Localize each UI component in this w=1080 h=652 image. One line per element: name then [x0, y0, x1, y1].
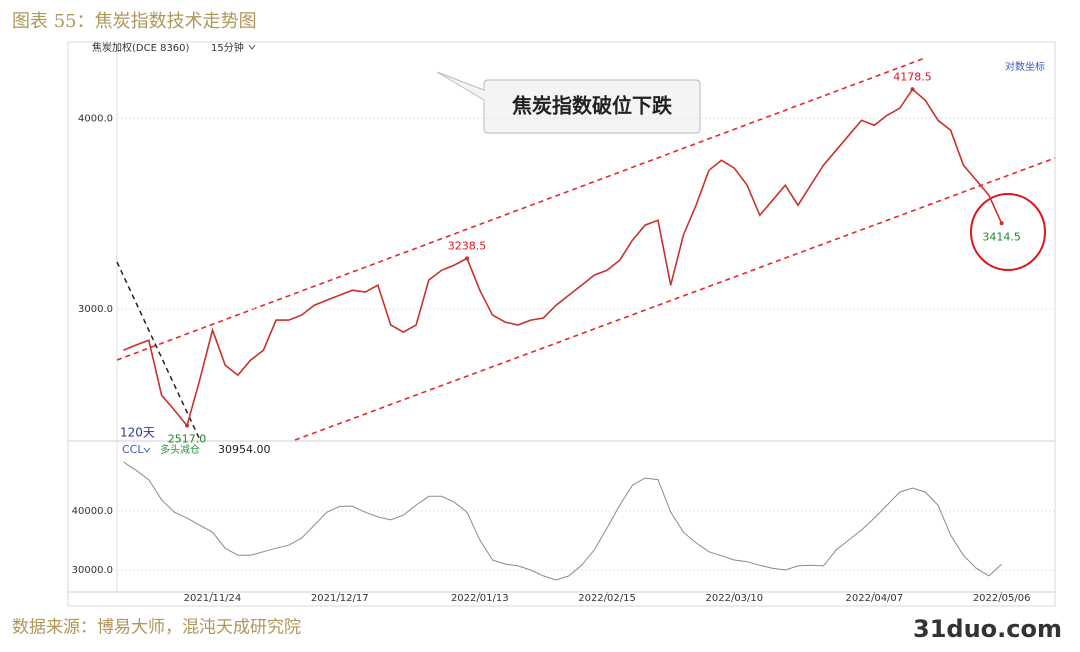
value-label: 4178.5 [893, 70, 932, 83]
value-label: 3238.5 [448, 239, 487, 252]
indicator-value: 30954.00 [218, 443, 271, 456]
annotation-text: 焦炭指数破位下跌 [512, 94, 673, 118]
y-tick-label: 4000.0 [78, 113, 113, 124]
labeled-point [910, 87, 915, 92]
indicator-chevron [143, 447, 151, 453]
labeled-point [185, 423, 190, 428]
labeled-point [465, 256, 470, 261]
chart-frame [67, 41, 1056, 607]
trend-line [116, 261, 201, 441]
indicator-line [123, 461, 1002, 581]
x-tick-label: 2022/03/10 [706, 593, 764, 604]
highlight-circle [970, 193, 1046, 271]
y-tick-label: 40000.0 [72, 506, 113, 517]
y-tick-label: 30000.0 [72, 565, 113, 576]
x-tick-label: 2021/11/24 [184, 593, 242, 604]
source-note: 数据来源：博易大师，混沌天成研究院 [12, 618, 301, 638]
x-tick-label: 2022/02/15 [578, 593, 636, 604]
watermark: 31duo.com [913, 615, 1062, 643]
period-chevron [248, 44, 256, 50]
y-tick-label: 3000.0 [78, 304, 113, 315]
price-line [123, 88, 1003, 428]
value-label: 3414.5 [982, 230, 1021, 243]
channel-lower [294, 157, 1056, 441]
x-tick-label: 2022/01/13 [451, 593, 509, 604]
window-label: 120天 [120, 426, 155, 440]
period-label[interactable]: 15分钟 [211, 41, 244, 54]
annotation-callout [436, 71, 701, 134]
labeled-point [999, 221, 1004, 226]
scale-label[interactable]: 对数坐标 [1005, 60, 1045, 73]
x-tick-label: 2022/05/06 [973, 593, 1031, 604]
x-tick-label: 2021/12/17 [311, 593, 369, 604]
page-title: 图表 55：焦炭指数技术走势图 [12, 11, 257, 32]
legend-label[interactable]: CCL [122, 443, 144, 456]
x-tick-label: 2022/04/07 [846, 593, 904, 604]
indicator-status: 多头减仓 [160, 443, 200, 456]
value-label: 2517.0 [168, 433, 207, 446]
instrument-label: 焦炭加权(DCE 8360) [92, 41, 190, 54]
